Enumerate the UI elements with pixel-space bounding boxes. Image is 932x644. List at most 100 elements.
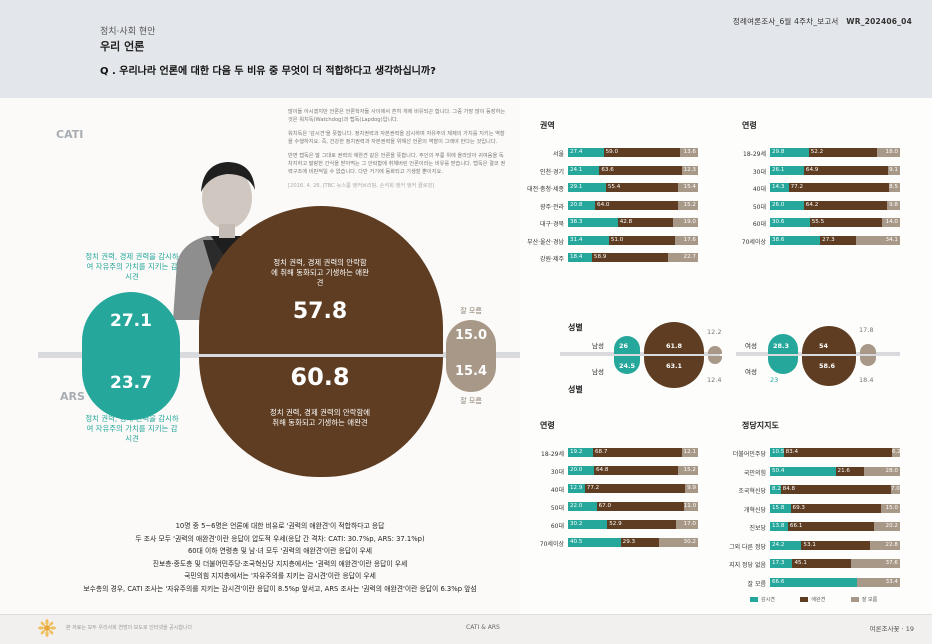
flower-logo-icon — [38, 619, 56, 637]
cati-ars-divider — [38, 352, 520, 358]
bar-segment-dk: 6.2 — [891, 448, 900, 457]
bar-row-label: 그외 다른 정당 — [729, 543, 766, 551]
bar-row-label: 서울 — [552, 151, 564, 158]
bar-row: 진보당 13.8 66.1 20.2 — [749, 522, 900, 532]
female-label-cati: 여성 — [745, 342, 757, 350]
quote-block: 많이들 아시겠지만 언론은 언론학자들 사이에서 흔히 개에 비유되곤 합니다.… — [288, 108, 508, 196]
male-cati-dk-mark — [708, 346, 722, 354]
cati-watchdog-label: 정치 권력, 경제 권력을 감시하여 자유주의 가치를 지키는 감시견 — [85, 252, 179, 281]
bar-segment-dk: 15.4 — [677, 183, 698, 192]
bar-segment-lapdog: 29.3 — [620, 538, 659, 547]
male-cati-dk-value: 12.2 — [707, 328, 722, 336]
bar-row: 대전·충청·세종 29.1 55.4 15.4 — [527, 183, 698, 193]
bar-segment-watchdog: 29.8 — [770, 148, 809, 157]
bar-row: 60대 30.2 52.9 17.0 — [551, 520, 698, 530]
bar-segment-lapdog: 64.0 — [595, 200, 679, 210]
legend-lapdog-label: 애완견 — [811, 597, 826, 603]
bar-row-label: 60대 — [752, 221, 766, 228]
ars-label: ARS — [60, 390, 85, 403]
cati-dk-label: 잘 모름 — [460, 307, 482, 315]
bar-segment-watchdog: 66.6 — [770, 577, 857, 587]
male-ars-watchdog-mark — [614, 356, 640, 374]
bar-segment-lapdog: 64.9 — [803, 165, 889, 175]
bar-row-label: 대전·충청·세종 — [527, 186, 564, 193]
summary-text: 10명 중 5~6명은 언론에 대한 비유로 '권력의 애완견'이 적합하다고 … — [60, 520, 500, 596]
bar-segment-lapdog: 69.3 — [790, 503, 881, 513]
bar-row-label: 조국혁신당 — [738, 488, 766, 495]
bar-row: 40대 12.9 77.2 9.9 — [551, 484, 698, 494]
bar-row-label: 지지 정당 없음 — [729, 562, 766, 569]
bar-row: 50대 26.0 64.2 9.8 — [753, 200, 900, 211]
male-label-cati: 남성 — [592, 342, 604, 350]
chart-legend: 감시견 애완견 잘 모름 — [750, 596, 901, 603]
cati-dk-value: 15.0 — [454, 328, 488, 343]
report-id-code: WR_202406_04 — [846, 17, 912, 26]
bar-row-label: 60대 — [550, 523, 564, 530]
bar-segment-dk: 8.5 — [888, 183, 900, 192]
bar-row-label: 30대 — [752, 168, 766, 176]
legend-lapdog-swatch — [800, 597, 809, 602]
male-ars-dk-value: 12.4 — [707, 376, 722, 384]
bar-segment-dk: 7.0 — [890, 485, 900, 494]
bar-row: 국민의힘 50.4 21.6 28.0 — [744, 466, 900, 477]
bar-row: 30대 20.0 64.8 15.2 — [551, 466, 698, 476]
bar-segment-lapdog: 64.8 — [594, 466, 679, 475]
bar-segment-watchdog: 13.8 — [770, 522, 788, 531]
bar-segment-dk: 9.8 — [887, 200, 900, 210]
bar-segment-lapdog: 55.5 — [809, 218, 882, 227]
bar-segment-dk: 11.0 — [683, 502, 698, 511]
bar-row: 더불어민주당 10.5 83.4 6.2 — [733, 448, 900, 458]
bar-segment-watchdog: 31.4 — [568, 235, 609, 245]
bar-segment-dk: 18.0 — [876, 148, 900, 157]
bar-segment-lapdog: 58.9 — [591, 253, 669, 262]
female-cati-dk-mark — [860, 344, 876, 354]
female-cati-lapdog-value: 54 — [819, 342, 829, 350]
bar-segment-watchdog: 26.0 — [770, 200, 804, 210]
bar-segment-lapdog: 64.2 — [803, 200, 888, 210]
ars-lapdog-value: 60.8 — [290, 363, 350, 391]
bar-segment-watchdog: 30.2 — [568, 520, 608, 529]
bar-row-label: 18-29세 — [541, 451, 564, 458]
bar-row-label: 대구·경북 — [540, 221, 564, 228]
report-id: 정례여론조사_6월 4주차_보고서 WR_202406_04 — [733, 16, 912, 27]
bar-segment-watchdog: 30.6 — [770, 218, 810, 227]
bar-row-label: 30대 — [550, 469, 564, 476]
gender-title-bottom: 성별 — [568, 385, 583, 394]
bar-row: 지지 정당 없음 17.3 45.1 37.6 — [729, 559, 900, 569]
bar-row: 개혁신당 15.8 69.3 15.0 — [744, 503, 900, 514]
summary-line: 10명 중 5~6명은 언론에 대한 비유로 '권력의 애완견'이 적합하다고 … — [175, 522, 385, 530]
gender-divider-female — [736, 352, 900, 356]
bar-segment-dk: 33.4 — [856, 577, 900, 587]
page-number: 여론조사꽃 · 19 — [869, 625, 914, 633]
cati-lapdog-value: 57.8 — [292, 299, 348, 324]
bar-segment-watchdog: 14.3 — [770, 183, 789, 192]
bar-segment-watchdog: 38.3 — [568, 218, 618, 227]
bar-segment-dk: 13.6 — [680, 148, 698, 157]
party-title: 정당지지도 — [742, 421, 779, 430]
bar-segment-watchdog: 40.5 — [568, 538, 621, 547]
quote-paragraph-1: 많이들 아시겠지만 언론은 언론학자들 사이에서 흔히 개에 비유되곤 합니다.… — [288, 109, 506, 123]
bar-row: 인천·경기 24.1 63.6 12.3 — [540, 165, 698, 176]
legend-dk-swatch — [850, 597, 859, 602]
page-title: 우리 언론 — [100, 40, 145, 53]
bar-row: 광주·전라 20.8 64.0 15.2 — [540, 200, 698, 211]
bar-segment-dk: 22.8 — [870, 540, 900, 550]
bar-row: 조국혁신당 8.2 84.8 7.0 — [738, 485, 900, 495]
bar-segment-lapdog: 59.0 — [603, 148, 681, 157]
female-ars-watchdog-mark — [768, 356, 798, 374]
age-cati-title: 연령 — [742, 121, 757, 130]
bar-segment-lapdog: 45.1 — [792, 559, 852, 568]
bar-segment-dk: 19.0 — [673, 218, 698, 227]
legend-dk-label: 잘 모름 — [861, 597, 878, 603]
bar-segment-watchdog: 29.1 — [568, 183, 606, 192]
bar-row: 70세이상 40.5 29.3 30.2 — [540, 538, 698, 548]
footer-note: 본 자료는 모두 우리사회 연방의 보도로 인터넷을 공시합니다 — [66, 625, 193, 631]
bar-row: 70세이상 38.6 27.3 34.1 — [742, 235, 900, 246]
bar-row-label: 광주·전라 — [540, 203, 564, 211]
cati-lapdog-label: 정치 권력, 경제 권력의 안락함에 취해 동화되고 기생하는 애완견 — [271, 258, 369, 287]
bar-segment-watchdog: 27.4 — [568, 148, 604, 157]
bar-row: 18-29세 29.8 52.2 18.0 — [743, 148, 900, 158]
bar-segment-dk: 14.0 — [881, 218, 900, 227]
male-cati-lapdog-value: 61.8 — [666, 342, 683, 350]
bar-segment-watchdog: 24.2 — [770, 540, 802, 550]
